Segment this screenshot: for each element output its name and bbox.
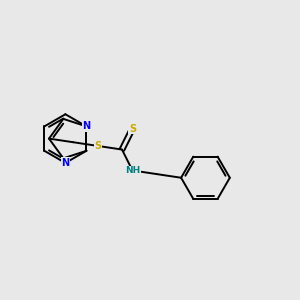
Text: S: S (94, 141, 101, 151)
Text: N: N (61, 158, 70, 168)
Text: NH: NH (125, 166, 140, 175)
Text: S: S (129, 124, 136, 134)
Text: N: N (82, 122, 91, 131)
